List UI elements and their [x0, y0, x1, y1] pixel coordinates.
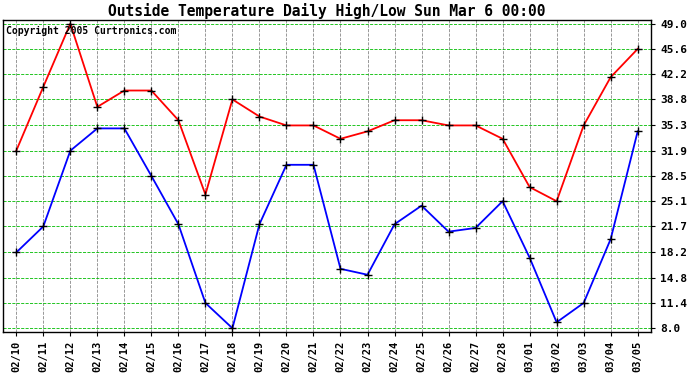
Text: Copyright 2005 Curtronics.com: Copyright 2005 Curtronics.com [6, 26, 177, 36]
Title: Outside Temperature Daily High/Low Sun Mar 6 00:00: Outside Temperature Daily High/Low Sun M… [108, 3, 546, 19]
